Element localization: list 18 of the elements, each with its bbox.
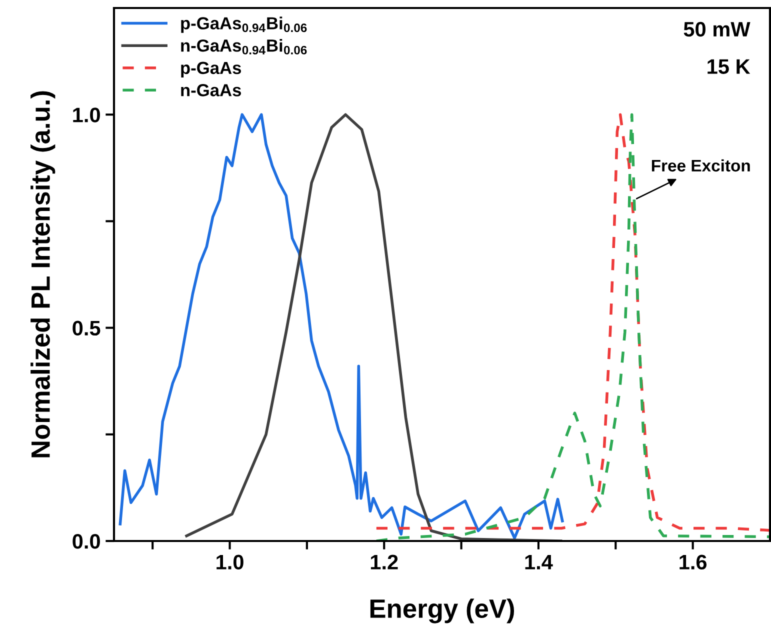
annotation: 50 mW bbox=[684, 22, 750, 37]
legend-label: p-GaAs$_{0.94}$Bi$_{0.06}$ bbox=[181, 16, 307, 33]
x-tick-label: 1.0 bbox=[216, 554, 244, 570]
y-tick-label: 0.0 bbox=[72, 534, 100, 549]
y-tick-label: 0.5 bbox=[72, 320, 100, 336]
line-series bbox=[185, 113, 562, 541]
y-tick-label: 1.0 bbox=[73, 108, 100, 122]
x-tick-label: 1.6 bbox=[680, 554, 707, 570]
x-axis-title: Energy (eV) bbox=[370, 598, 514, 624]
legend-label: p-GaAs bbox=[181, 62, 241, 78]
legend-label: n-GaAs$_{0.94}$Bi$_{0.06}$ bbox=[181, 38, 307, 54]
annotation: Free Exciton bbox=[652, 159, 750, 172]
legend-label: n-GaAs bbox=[181, 84, 241, 96]
y-axis-title: Normalized PL Intensity (a.u.) bbox=[30, 91, 56, 458]
annotation: 15 K bbox=[708, 59, 750, 74]
line-series bbox=[118, 113, 564, 540]
x-tick-label: 1.2 bbox=[370, 554, 398, 570]
x-tick-label: 1.4 bbox=[525, 554, 553, 570]
